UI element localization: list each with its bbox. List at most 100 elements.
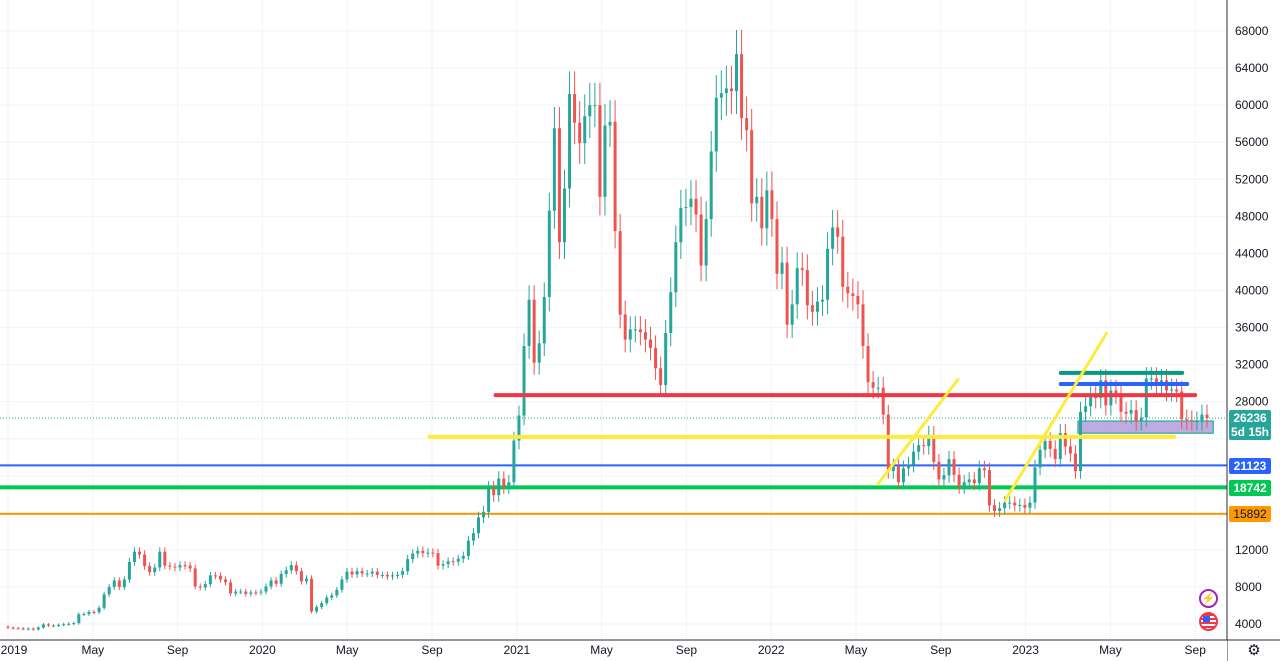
candle-body xyxy=(917,445,921,452)
candle-body xyxy=(532,299,536,363)
candle-body xyxy=(724,88,728,94)
candle-body xyxy=(370,571,374,574)
price-tick-label: 12000 xyxy=(1235,543,1269,557)
candle-body xyxy=(932,434,936,462)
candle-body xyxy=(856,295,860,305)
candle-body xyxy=(654,347,658,369)
candle-body xyxy=(770,190,774,220)
candle-body xyxy=(148,566,152,573)
candle-body xyxy=(279,573,283,584)
candle-body xyxy=(517,415,521,441)
candle-body xyxy=(1068,446,1072,454)
time-tick-label: 2021 xyxy=(503,643,530,657)
candle-body xyxy=(507,482,511,487)
candle-body xyxy=(1063,433,1067,447)
candle-body xyxy=(522,346,526,416)
candle-body xyxy=(375,571,379,575)
candle-body xyxy=(1084,406,1088,412)
candle-body xyxy=(1119,393,1123,412)
candle-body xyxy=(198,586,202,588)
candle-body xyxy=(704,219,708,266)
candle-body xyxy=(254,592,258,594)
candle-body xyxy=(871,382,875,388)
candle-body xyxy=(330,595,334,598)
candle-body xyxy=(633,329,637,331)
time-tick-label: Sep xyxy=(167,643,189,657)
candle-body xyxy=(1038,449,1042,468)
candle-body xyxy=(593,105,597,107)
candle-body xyxy=(841,236,845,287)
candle-body xyxy=(719,93,723,98)
candle-body xyxy=(31,628,35,630)
candle-body xyxy=(1053,448,1057,460)
candle-body xyxy=(208,575,212,585)
us-flag-icon[interactable] xyxy=(1199,612,1218,631)
lightning-icon[interactable]: ⚡ xyxy=(1199,589,1218,608)
candle-body xyxy=(1104,380,1108,406)
candle-body xyxy=(132,551,136,562)
time-axis[interactable] xyxy=(0,640,1227,661)
price-tick-label: 52000 xyxy=(1235,172,1269,186)
candle-body xyxy=(537,343,541,363)
candle-body xyxy=(745,118,749,131)
candle-body xyxy=(72,623,76,625)
candle-body xyxy=(365,573,369,575)
candle-body xyxy=(674,242,678,293)
candle-body xyxy=(907,464,911,469)
candle-body xyxy=(355,571,359,575)
candle-body xyxy=(881,387,885,415)
candle-body xyxy=(643,332,647,340)
candle-body xyxy=(456,558,460,562)
candle-body xyxy=(11,627,15,629)
time-tick-label: 2020 xyxy=(249,643,276,657)
candle-body xyxy=(512,440,516,483)
candle-body xyxy=(107,586,111,595)
candle-body xyxy=(218,575,222,580)
price-axis[interactable] xyxy=(1227,0,1280,661)
candle-body xyxy=(1028,502,1032,508)
candle-body xyxy=(805,270,809,306)
candle-body xyxy=(659,368,663,385)
candle-body xyxy=(613,121,617,232)
price-tick-label: 32000 xyxy=(1235,358,1269,372)
candle-body xyxy=(542,296,546,344)
drawings-front[interactable] xyxy=(427,331,1198,503)
drawings[interactable] xyxy=(0,420,1227,515)
candle-body xyxy=(735,54,739,92)
candle-body xyxy=(689,198,693,208)
time-axis-labels: 2019 May Sep 2020 May Sep 2021 May Sep 2022 May Sep… xyxy=(1,643,1207,657)
time-tick-label: May xyxy=(590,643,613,657)
candle-body xyxy=(795,268,799,305)
candle-body xyxy=(264,586,268,592)
candle-body xyxy=(335,589,339,596)
candle-body xyxy=(299,571,303,582)
candle-body xyxy=(628,329,632,340)
candle-body xyxy=(891,466,895,472)
candle-body xyxy=(411,553,415,560)
candle-body xyxy=(82,614,86,616)
candle-body xyxy=(937,461,941,480)
candle-body xyxy=(1144,378,1148,418)
price-tick-label: 60000 xyxy=(1235,98,1269,112)
candle-body xyxy=(1185,419,1189,421)
candle-body xyxy=(1033,467,1037,503)
candle-body xyxy=(901,468,905,483)
candle-body xyxy=(1003,502,1007,509)
candle-body xyxy=(942,475,946,480)
candle-body xyxy=(709,151,713,220)
candle-body xyxy=(1018,504,1022,506)
candle-body xyxy=(876,387,880,389)
candle-body xyxy=(497,478,501,496)
time-tick-label: Sep xyxy=(930,643,952,657)
candle-body xyxy=(431,552,435,554)
candle-body xyxy=(694,198,698,215)
settings-icon[interactable]: ⚙ xyxy=(1247,642,1261,659)
candle-body xyxy=(350,571,354,575)
candle-body xyxy=(340,579,344,590)
candle-body xyxy=(1114,390,1118,394)
candle-body xyxy=(1190,420,1194,422)
candle-body xyxy=(608,121,612,126)
candle-body xyxy=(1159,380,1163,383)
candle-body xyxy=(547,210,551,297)
